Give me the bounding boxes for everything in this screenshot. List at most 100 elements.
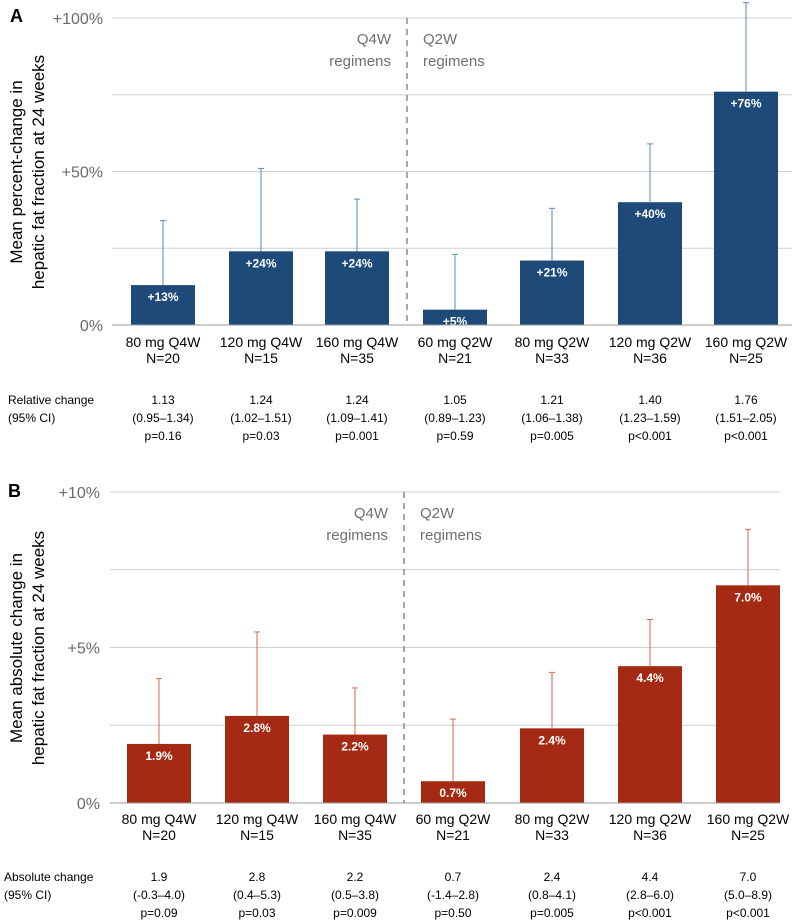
panel-b-stat-value: 4.4 [642,870,659,884]
panel-a-label: A [10,6,23,26]
panel-a-stat-value: 1.13 [151,393,175,407]
panel-b-ytick-label: +10% [59,485,100,502]
panel-b-bar [618,666,682,803]
panel-a-value-label: +76% [730,97,761,111]
panel-b-ytick-label: 0% [77,796,100,813]
panel-b-value-label: 1.9% [145,749,173,763]
panel-a-stat-value: p=0.03 [242,429,279,443]
panel-b-category-label: 160 mg Q2W [707,811,790,827]
panel-b-stat-value: 0.7 [445,870,462,884]
panel-b-stat-value: (0.4–5.3) [233,888,281,902]
panel-a-value-label: +21% [536,266,567,280]
panel-a-group-q2w-label: Q2W [423,31,458,48]
panel-a-stats-header: Relative change [8,393,94,407]
panel-a-ylabel-line1: Mean percent-change in [7,80,26,263]
panel-b-ylabel-line1: Mean absolute change in [7,553,26,743]
panel-a-stats-header: (95% CI) [8,411,55,425]
panel-b-value-label: 2.8% [243,721,271,735]
panel-a-stat-value: p=0.005 [530,429,574,443]
panel-a-category-n: N=36 [633,350,667,366]
panel-a-category-n: N=33 [535,350,569,366]
panel-b-label: B [8,481,21,501]
panel-a-category-n: N=20 [146,350,180,366]
panel-a-stat-value: (1.09–1.41) [326,411,387,425]
panel-a-stat-value: p<0.001 [724,429,768,443]
panel-a-category-label: 80 mg Q4W [126,334,201,350]
panel-b-value-label: 7.0% [734,590,762,604]
panel-b-stat-value: 2.4 [544,870,561,884]
panel-b-stat-value: p=0.03 [238,906,275,920]
panel-a-value-label: +13% [147,290,178,304]
panel-b-category-label: 160 mg Q4W [314,811,397,827]
panel-a-ylabel-line2: hepatic fat fraction at 24 weeks [29,55,48,289]
panel-a-stat-value: (0.89–1.23) [424,411,485,425]
panel-b-stats-header: (95% CI) [4,888,51,902]
panel-a-group-q4w-label: Q4W [357,31,392,48]
panel-b-value-label: 2.4% [538,733,566,747]
panel-a-stat-value: (0.95–1.34) [132,411,193,425]
panel-b-stat-value: (0.8–4.1) [528,888,576,902]
panel-b-bar [520,728,584,803]
panel-a-stat-value: p<0.001 [628,429,672,443]
panel-a-stat-value: (1.06–1.38) [521,411,582,425]
panel-a-category-n: N=35 [340,350,374,366]
panel-a-category-label: 80 mg Q2W [515,334,590,350]
panel-a-value-label: +5% [443,315,468,329]
panel-a-category-label: 160 mg Q4W [316,334,399,350]
panel-b-stat-value: p=0.50 [434,906,471,920]
panel-b-group-q4w-label: Q4W [354,505,389,522]
panel-b-stat-value: p=0.09 [140,906,177,920]
panel-a-ytick-label: +50% [62,165,103,182]
panel-b-stat-value: 2.8 [249,870,266,884]
panel-b-bar [716,585,780,803]
panel-a-value-label: +24% [245,256,276,270]
panel-b-stat-value: (0.5–3.8) [331,888,379,902]
panel-a-stat-value: 1.21 [540,393,564,407]
panel-b-category-label: 120 mg Q2W [609,811,692,827]
panel-a-stat-value: 1.24 [249,393,273,407]
panel-b-group-q2w-label: Q2W [420,505,455,522]
panel-a-stat-value: (1.02–1.51) [230,411,291,425]
panel-a-category-n: N=15 [244,350,278,366]
panel-b-category-label: 80 mg Q4W [122,811,197,827]
panel-b-category-n: N=33 [535,827,569,843]
panel-b-category-n: N=36 [633,827,667,843]
panel-a-ytick-label: +100% [53,11,103,28]
panel-a-ytick-label: 0% [80,318,103,335]
panel-b-category-label: 120 mg Q4W [216,811,299,827]
panel-b-stat-value: p=0.009 [333,906,377,920]
panel-a-group-q4w-label: regimens [329,53,391,70]
panel-a-bar [714,91,778,326]
panel-b-bar [323,734,387,803]
panel-a-value-label: +24% [341,256,372,270]
panel-b-ytick-label: +5% [68,641,100,658]
panel-b-bar [127,743,191,803]
panel-b-group-q2w-label: regimens [420,527,482,544]
panel-b-stat-value: (5.0–8.9) [724,888,772,902]
panel-a-bar [131,285,195,325]
panel-a-stat-value: 1.40 [638,393,662,407]
panel-a-bar [618,202,682,325]
panel-b-stat-value: (-1.4–2.8) [427,888,479,902]
panel-a-category-label: 160 mg Q2W [705,334,788,350]
panel-b-stat-value: 1.9 [151,870,168,884]
panel-a-bar [520,260,584,325]
panel-b-group-q4w-label: regimens [326,527,388,544]
panel-b-stat-value: 7.0 [740,870,757,884]
panel-a-stat-value: (1.23–1.59) [619,411,680,425]
panel-a-category-n: N=25 [729,350,763,366]
panel-b-value-label: 4.4% [636,671,664,685]
panel-a-category-label: 60 mg Q2W [418,334,493,350]
panel-a-stat-value: p=0.59 [436,429,473,443]
panel-b-category-label: 60 mg Q2W [416,811,491,827]
panel-a-value-label: +40% [634,207,665,221]
panel-a-category-label: 120 mg Q4W [220,334,303,350]
panel-b-stat-value: 2.2 [347,870,364,884]
panel-a-stat-value: p=0.001 [335,429,379,443]
panel-b-category-label: 80 mg Q2W [515,811,590,827]
panel-b-bar [421,781,485,803]
panel-a-stat-value: 1.24 [345,393,369,407]
panel-a-category-label: 120 mg Q2W [609,334,692,350]
panel-b-value-label: 2.2% [341,740,369,754]
panel-a-bar [325,251,389,325]
